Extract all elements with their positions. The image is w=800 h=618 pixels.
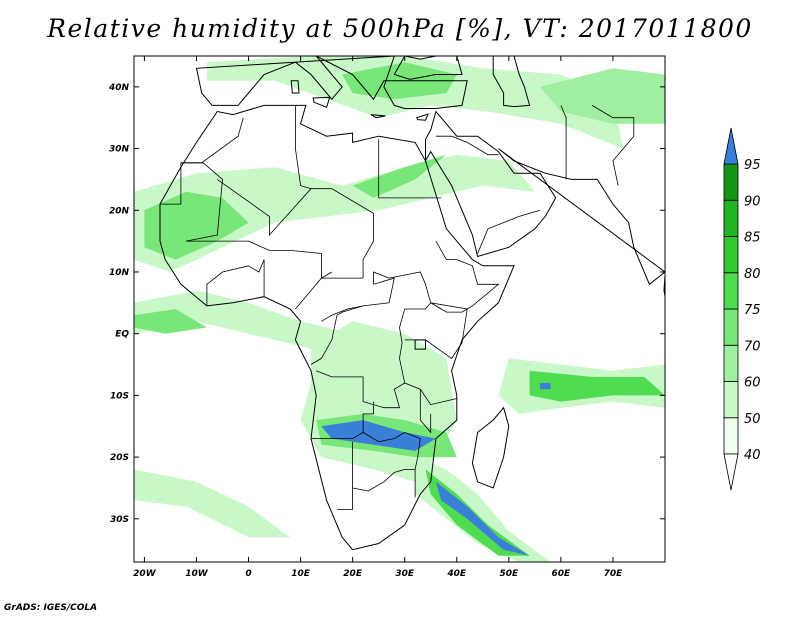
colorbar-box [723,236,739,274]
coastline-sicily [312,96,331,108]
grads-footer: GrADS: IGES/COLA [4,603,98,613]
colorbar-box [723,163,739,201]
border-sahel-south [186,240,364,279]
coastline-cyprus [415,113,429,121]
colorbar-level-label: 50 [744,412,761,427]
border-ethiopia [430,240,500,313]
border-zambia-zimbabwe [362,431,421,443]
lat-tick-label: 10N [109,268,130,278]
colorbar-level-label: 85 [744,231,761,246]
colorbar-box [723,344,739,382]
lon-tick-label: 40E [446,569,467,579]
colorbar-box [723,272,739,310]
colorbar-level-label: 80 [744,267,761,282]
humidity-area-guinea-core [134,309,207,334]
humidity-area-west-sahel [144,191,249,260]
border-mali-niger-chad [217,179,374,279]
humidity-fill-layer [134,56,665,562]
colorbar-bottom-arrow [723,453,739,491]
lon-tick-label: 20W [133,569,157,579]
country-borders-layer [160,105,635,510]
humidity-area-indian-ocean-max [540,383,551,390]
colorbar: 40 50 60 70 75 80 85 90 95 [723,127,761,491]
map-frame [133,55,666,563]
map-title: Relative humidity at 500hPa [%], VT: 201… [47,14,753,43]
humidity-area-iran [540,68,665,124]
coastline-layer [159,55,666,551]
lon-tick-label: 60E [552,569,572,579]
lon-tick-label: 30E [395,569,415,579]
border-tanzania-south [404,382,457,406]
border-car [321,277,395,322]
coastline-madagascar [471,406,510,489]
humidity-area-red-sea [352,154,447,198]
colorbar-level-label: 60 [744,376,761,391]
lon-tick-label: 70E [604,569,624,579]
lat-tick-label: 20S [110,453,129,463]
coastline-crete [370,114,386,119]
border-uganda-kenya-tanzania [404,302,468,359]
lat-tick-label: 30N [109,145,130,155]
coastline-caspian [492,55,531,108]
border-yemen-oman [477,209,541,254]
lat-tick-label: 30S [110,515,129,525]
border-nigeria-cameroon [295,271,333,310]
lat-tick-label: 10S [110,391,129,401]
humidity-area-zambia-core [321,420,436,451]
border-algeria-libya [294,105,312,190]
lon-tick-label: 50E [499,569,519,579]
coastline-sardinia [290,80,300,94]
border-mauritania [160,162,223,242]
border-afghanistan-india [591,105,635,186]
humidity-area-southwest-atlantic [134,469,291,538]
lat-tick-label: EQ [115,330,129,340]
border-west-africa [206,259,265,306]
humidity-area-mediterranean [206,56,624,149]
lon-tick-label: 10W [185,569,209,579]
coastline-africa [159,104,515,551]
humidity-area-mozambique-core [425,469,530,556]
lon-tick-label: 20E [343,569,363,579]
border-mozambique [414,438,421,498]
colorbar-box [723,381,739,419]
humidity-area-mozambique-max [435,481,530,556]
coastline-iran-india [498,148,666,286]
humidity-area-indian-ocean-core [529,370,665,402]
colorbar-top-arrow [723,127,739,165]
colorbar-level-label: 90 [744,194,761,209]
border-morocco-algeria [180,117,244,164]
lat-tick-label: 20N [109,206,130,216]
humidity-area-sahara-band [134,154,535,272]
lon-tick-label: 10E [291,569,311,579]
colorbar-level-label: 95 [744,158,761,173]
humidity-area-mozambique-channel [415,457,551,562]
map-axes: 20W 10W 0 10E 20E 30E 40E 50E 60E 70E 40N 30N 20N 10N… [108,56,665,579]
border-drc-east [316,308,406,409]
colorbar-level-label: 40 [744,448,761,463]
colorbar-box [723,417,739,455]
border-malawi [419,389,432,434]
colorbar-level-label: 75 [744,303,761,318]
coastline-europe [195,55,468,109]
colorbar-box [723,199,739,237]
lat-tick-label: 40N [108,83,130,93]
lon-tick-label: 0 [245,569,251,579]
border-congo [310,305,364,365]
border-angola-zambia [311,401,374,440]
border-arabia-inland [435,135,499,156]
colorbar-level-label: 70 [744,339,761,354]
colorbar-box [723,308,739,346]
border-iran-pakistan [560,105,567,180]
border-botswana-sa [352,468,416,492]
